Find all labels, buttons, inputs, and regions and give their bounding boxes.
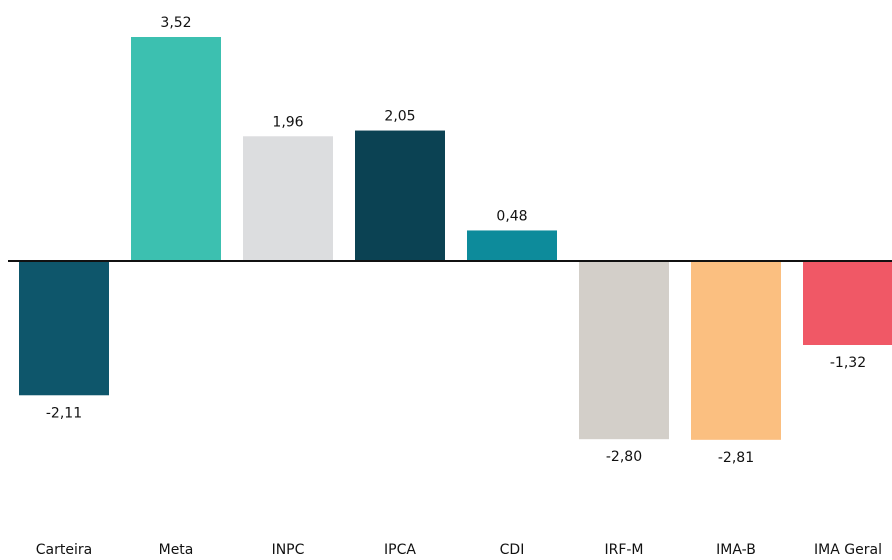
bar <box>691 261 781 440</box>
value-label: -2,11 <box>46 405 82 421</box>
bar <box>243 136 333 261</box>
bar <box>131 37 221 261</box>
value-label: 2,05 <box>384 109 415 125</box>
bar <box>579 261 669 440</box>
x-tick-label: CDI <box>500 542 525 558</box>
x-tick-label: IPCA <box>384 542 416 558</box>
x-tick-label: IMA-B <box>716 542 756 558</box>
value-label: 0,48 <box>496 208 527 224</box>
value-label: 3,52 <box>160 15 191 31</box>
x-tick-label: IMA Geral <box>814 542 882 558</box>
bar <box>355 130 445 261</box>
x-tick-label: IRF-M <box>604 542 643 558</box>
bar <box>19 261 109 396</box>
bar <box>467 230 557 261</box>
value-label: -2,80 <box>606 449 642 465</box>
bar <box>803 261 892 345</box>
x-tick-label: Meta <box>159 542 194 558</box>
value-label: 1,96 <box>272 114 303 130</box>
x-tick-label: INPC <box>272 542 305 558</box>
value-label: -1,32 <box>830 355 866 371</box>
x-tick-label: Carteira <box>36 542 92 558</box>
value-label: -2,81 <box>718 450 754 466</box>
